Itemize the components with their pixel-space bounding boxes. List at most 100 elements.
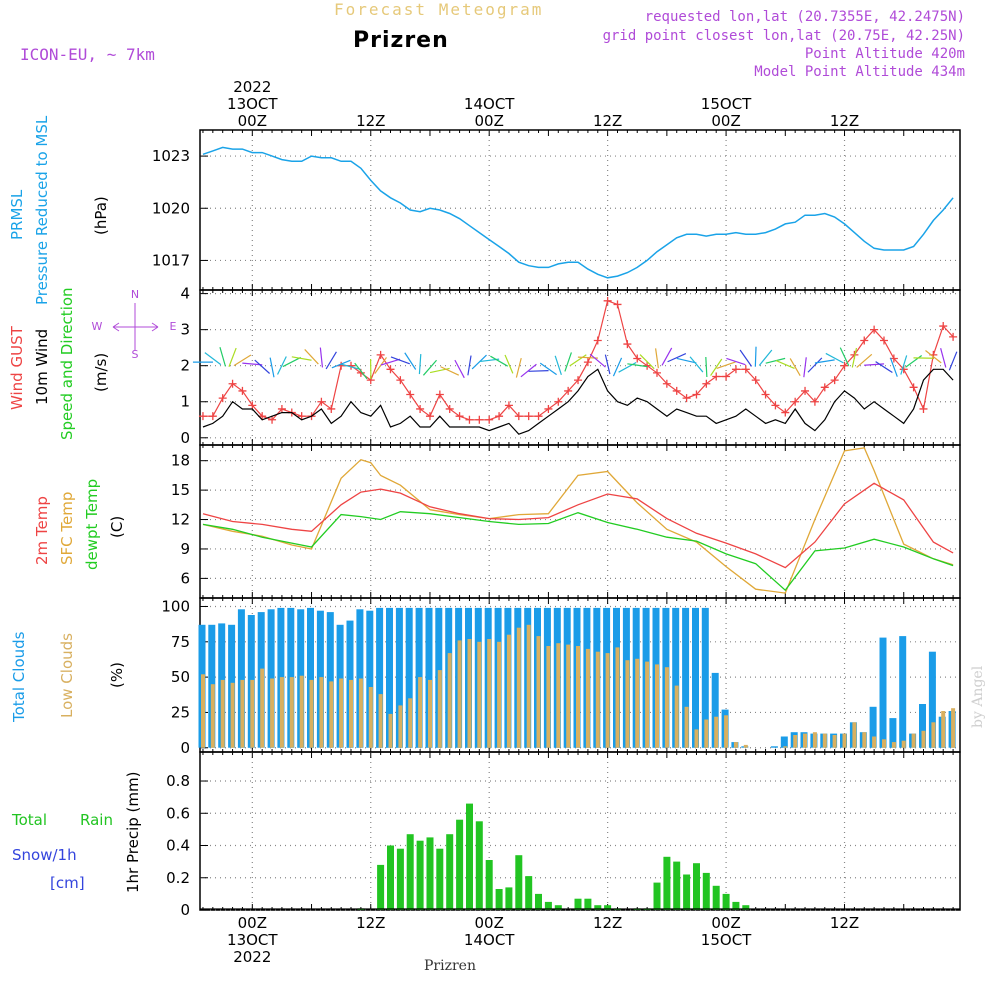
bottom-time-label: 12Z (593, 914, 622, 932)
wind-direction-arrow (851, 347, 858, 368)
gust-point (603, 296, 612, 305)
y-tick-label: 1023 (152, 147, 190, 165)
low-cloud-bar (911, 733, 916, 748)
wind-direction-arrow (739, 349, 753, 367)
wind-direction-arrow (612, 357, 623, 377)
sfc-temp-line (202, 447, 954, 594)
low-cloud-bar (526, 624, 531, 748)
wind-direction-arrow (564, 352, 572, 372)
wind-direction-arrow (639, 354, 655, 370)
gust-point (386, 365, 395, 374)
dewpt-line (202, 511, 954, 592)
wind-direction-arrow (374, 357, 387, 374)
low-clouds-axis-label: Low Clouds (58, 633, 76, 718)
rain-bar (554, 905, 562, 910)
gust-point (751, 376, 760, 385)
rain-bar (525, 876, 533, 910)
gust-point (327, 404, 336, 413)
wind-direction-arrow (490, 355, 509, 367)
gust-point (248, 401, 257, 410)
wind-line (202, 368, 954, 435)
low-cloud-bar (378, 694, 383, 748)
wind-direction-arrow (504, 354, 514, 374)
gust-point (820, 383, 829, 392)
low-cloud-bar (793, 735, 798, 748)
point-altitude: Point Altitude 420m (804, 46, 965, 62)
low-cloud-bar (230, 682, 235, 748)
top-time-label: 00Z (475, 112, 504, 130)
rain-bar (544, 901, 552, 910)
y-tick-label: 0.8 (166, 772, 190, 790)
low-cloud-bar (931, 722, 936, 748)
rain-bar (436, 848, 444, 910)
gust-point (504, 401, 513, 410)
wind-direction-arrow (716, 361, 736, 369)
wind-direction-arrow (589, 353, 606, 368)
total-cloud-bar (869, 706, 877, 748)
gust-point (613, 300, 622, 309)
wind-direction-arrow (404, 352, 417, 370)
low-cloud-bar (882, 739, 886, 748)
rain-bar (446, 834, 454, 910)
gust-point (416, 404, 425, 413)
panel-frame-temperature (199, 444, 961, 599)
total-cloud-bar (237, 609, 245, 748)
total-cloud-bar (682, 607, 690, 748)
rain-bar (584, 898, 592, 910)
top-time-label: 12Z (830, 112, 859, 130)
low-cloud-bar (358, 678, 363, 748)
gust-point (909, 383, 918, 392)
rain-bar (406, 834, 414, 910)
wind-direction-arrow (726, 357, 746, 366)
low-cloud-bar (270, 678, 275, 748)
pressure-axis-label: PRMSL (8, 189, 26, 240)
gust-point (652, 368, 661, 377)
gust-axis-label: Wind GUST (8, 325, 26, 410)
wind-direction-arrow (422, 359, 437, 376)
gust-point (761, 390, 770, 399)
gust-point (939, 322, 948, 331)
gust-point (682, 394, 691, 403)
low-cloud-bar (388, 713, 393, 748)
low-cloud-bar (645, 661, 650, 748)
low-cloud-bar (428, 679, 432, 748)
gust-point (880, 336, 888, 345)
low-cloud-bar (921, 730, 926, 748)
y-tick-label: 0.2 (166, 869, 190, 887)
low-cloud-bar (566, 644, 571, 748)
wind-direction-arrow (291, 356, 312, 361)
gust-point (840, 361, 849, 370)
gust-point (297, 412, 306, 421)
wind-direction-arrow (765, 357, 786, 364)
low-cloud-bar (477, 641, 482, 748)
low-cloud-bar (655, 664, 659, 748)
low-cloud-bar (714, 716, 719, 748)
y-tick-label: 15 (171, 481, 190, 499)
y-tick-label: 6 (180, 569, 190, 587)
wind-direction-arrow (554, 355, 562, 376)
gust-point (672, 386, 681, 395)
low-cloud-bar (872, 736, 877, 748)
gust-point (741, 365, 750, 374)
bottom-time-label: 00Z (475, 914, 504, 932)
y-tick-label: 12 (171, 511, 190, 529)
bottom-time-label: 2022 (233, 948, 271, 966)
total-cloud-bar (405, 607, 413, 748)
y-tick-label: 1 (180, 393, 190, 411)
gust-point (524, 412, 533, 421)
wind-direction-arrow (775, 360, 795, 369)
low-cloud-bar (260, 668, 265, 748)
rain-bar (604, 905, 612, 910)
gust-point (593, 336, 602, 345)
low-cloud-bar (339, 678, 344, 748)
wind-axis-label: 10m Wind (33, 329, 51, 405)
gust-point (534, 412, 543, 421)
low-cloud-bar (240, 679, 245, 748)
wind-direction-arrow (440, 366, 460, 376)
rain-bar (396, 848, 404, 910)
wind-direction-arrow (807, 357, 823, 373)
gust-point (445, 404, 454, 413)
gust-point (208, 412, 217, 421)
low-cloud-bar (201, 674, 205, 748)
y-tick-label: 1020 (152, 199, 190, 217)
